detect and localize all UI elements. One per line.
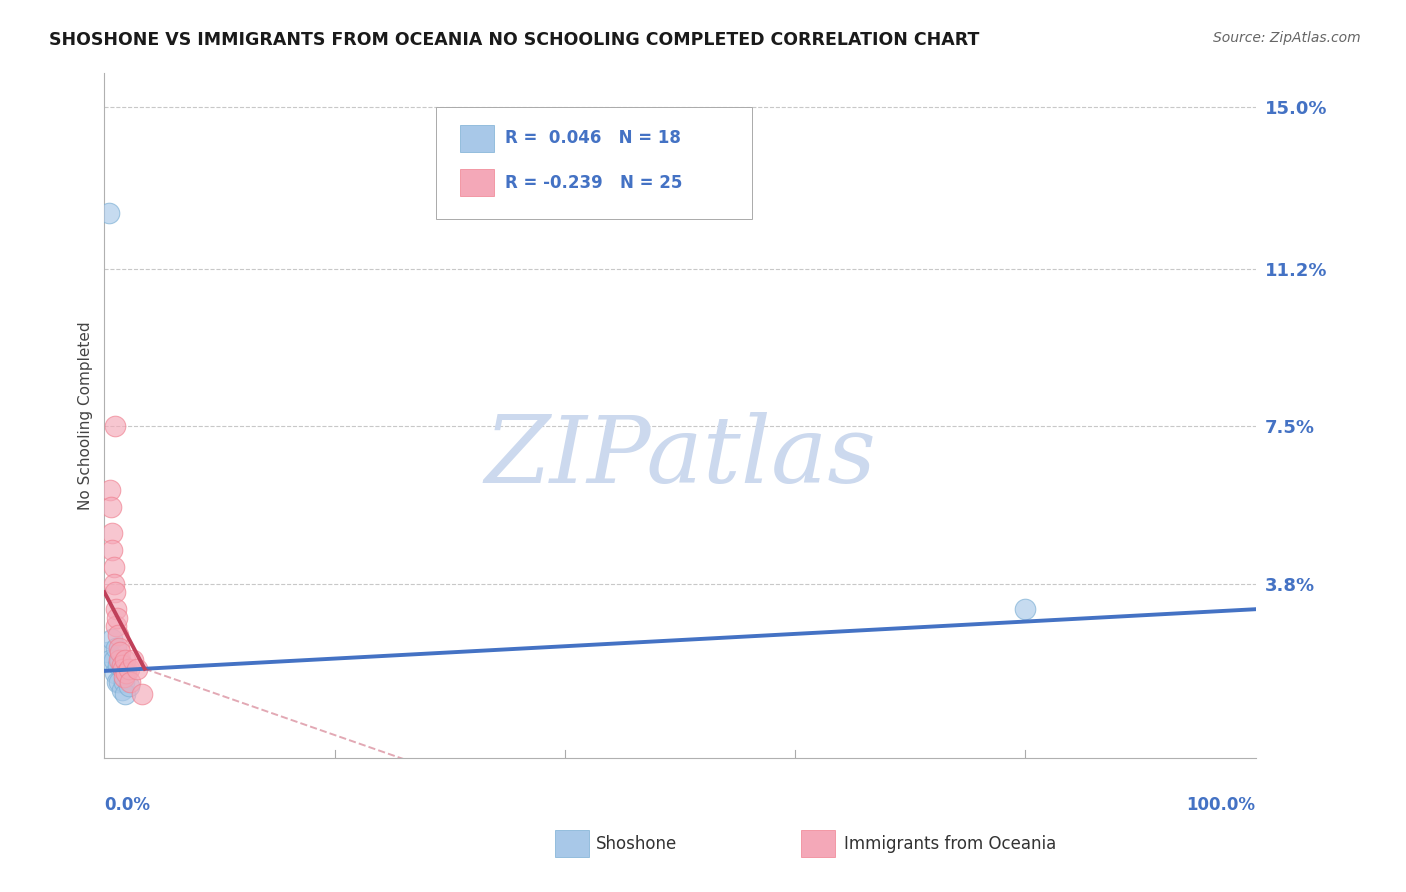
Point [115, 662, 138, 676]
Point [112, 674, 135, 689]
Text: ZIPatlas: ZIPatlas [484, 412, 876, 501]
Point [111, 662, 134, 676]
Point [97, 645, 120, 659]
Point [101, 542, 124, 557]
Text: 100.0%: 100.0% [1187, 797, 1256, 814]
Text: Immigrants from Oceania: Immigrants from Oceania [844, 835, 1056, 853]
Point [110, 653, 132, 667]
Point [112, 670, 135, 684]
Point [125, 662, 148, 676]
Text: 0.0%: 0.0% [104, 797, 150, 814]
Point [111, 683, 134, 698]
Point [105, 674, 128, 689]
Point [98, 653, 121, 667]
Point [108, 653, 131, 667]
Text: Shoshone: Shoshone [596, 835, 678, 853]
Text: R = -0.239   N = 25: R = -0.239 N = 25 [505, 174, 682, 192]
Point [111, 662, 134, 676]
Point [104, 585, 127, 599]
Point [98, 206, 121, 220]
Point [111, 657, 134, 672]
Point [117, 679, 139, 693]
Text: Source: ZipAtlas.com: Source: ZipAtlas.com [1213, 31, 1361, 45]
Point [105, 611, 128, 625]
Point [103, 559, 125, 574]
Point [98, 483, 121, 497]
Point [108, 640, 131, 655]
Point [104, 602, 127, 616]
Point [101, 632, 124, 646]
Point [103, 576, 125, 591]
Point [122, 653, 145, 667]
Point [1014, 602, 1036, 616]
Point [108, 674, 131, 689]
Text: SHOSHONE VS IMMIGRANTS FROM OCEANIA NO SCHOOLING COMPLETED CORRELATION CHART: SHOSHONE VS IMMIGRANTS FROM OCEANIA NO S… [49, 31, 980, 49]
Point [104, 640, 127, 655]
Point [115, 666, 138, 681]
Point [104, 619, 127, 633]
Point [103, 653, 125, 667]
Point [107, 657, 129, 672]
Point [104, 666, 127, 681]
Point [131, 687, 153, 701]
Point [117, 662, 139, 676]
Point [114, 687, 136, 701]
Point [101, 525, 124, 540]
Y-axis label: No Schooling Completed: No Schooling Completed [79, 321, 93, 510]
Point [110, 645, 132, 659]
Point [118, 674, 141, 689]
Text: R =  0.046   N = 18: R = 0.046 N = 18 [505, 129, 681, 147]
Point [114, 653, 136, 667]
Point [100, 500, 122, 514]
Point [107, 628, 129, 642]
Point [104, 419, 127, 434]
